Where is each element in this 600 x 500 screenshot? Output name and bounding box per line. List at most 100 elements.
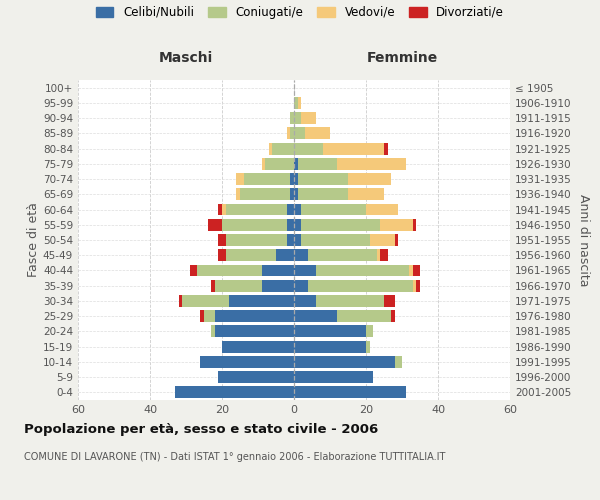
Bar	[294, 326, 366, 338]
Bar	[287, 219, 294, 230]
Bar	[409, 264, 413, 276]
Bar	[222, 204, 226, 216]
Bar	[301, 204, 366, 216]
Bar	[262, 158, 265, 170]
Bar	[294, 97, 298, 109]
Bar	[323, 142, 384, 154]
Bar	[416, 280, 420, 291]
Bar	[294, 142, 323, 154]
Legend: Celibi/Nubili, Coniugati/e, Vedovi/e, Divorziati/e: Celibi/Nubili, Coniugati/e, Vedovi/e, Di…	[96, 6, 504, 19]
Bar	[298, 173, 348, 185]
Bar	[384, 142, 388, 154]
Bar	[294, 219, 301, 230]
Bar	[244, 173, 290, 185]
Bar	[265, 158, 294, 170]
Bar	[218, 204, 222, 216]
Bar	[294, 280, 308, 291]
Bar	[218, 371, 294, 383]
Bar	[370, 234, 395, 246]
Text: Femmine: Femmine	[367, 51, 437, 65]
Text: COMUNE DI LAVARONE (TN) - Dati ISTAT 1° gennaio 2006 - Elaborazione TUTTITALIA.I: COMUNE DI LAVARONE (TN) - Dati ISTAT 1° …	[24, 452, 445, 462]
Bar	[384, 295, 395, 307]
Bar	[294, 386, 406, 398]
Bar	[298, 188, 348, 200]
Bar	[348, 188, 384, 200]
Bar	[269, 142, 272, 154]
Bar	[290, 173, 294, 185]
Bar	[190, 264, 197, 276]
Bar	[182, 295, 229, 307]
Bar	[294, 250, 308, 261]
Bar	[294, 340, 366, 352]
Y-axis label: Anni di nascita: Anni di nascita	[577, 194, 590, 286]
Bar	[294, 264, 316, 276]
Bar	[366, 326, 373, 338]
Bar	[391, 310, 395, 322]
Bar	[179, 295, 182, 307]
Bar	[308, 250, 377, 261]
Bar	[298, 97, 301, 109]
Bar	[226, 250, 276, 261]
Bar	[413, 280, 416, 291]
Bar	[366, 204, 398, 216]
Bar	[301, 219, 380, 230]
Bar	[215, 310, 294, 322]
Bar	[200, 356, 294, 368]
Bar	[226, 234, 287, 246]
Bar	[197, 264, 262, 276]
Bar	[294, 128, 305, 140]
Bar	[298, 158, 337, 170]
Bar	[290, 112, 294, 124]
Bar	[308, 280, 413, 291]
Bar	[294, 188, 298, 200]
Bar	[366, 340, 370, 352]
Bar	[287, 128, 290, 140]
Bar	[262, 264, 294, 276]
Bar	[294, 204, 301, 216]
Bar	[290, 188, 294, 200]
Bar	[301, 112, 316, 124]
Bar	[294, 371, 373, 383]
Text: Maschi: Maschi	[159, 51, 213, 65]
Bar	[236, 188, 240, 200]
Bar	[294, 310, 337, 322]
Bar	[211, 280, 215, 291]
Bar	[413, 219, 416, 230]
Bar	[337, 310, 391, 322]
Bar	[236, 173, 244, 185]
Bar	[348, 173, 391, 185]
Bar	[208, 219, 222, 230]
Bar	[215, 280, 262, 291]
Bar	[222, 219, 287, 230]
Bar	[294, 295, 316, 307]
Bar	[316, 264, 409, 276]
Bar	[218, 234, 226, 246]
Bar	[377, 250, 380, 261]
Bar	[305, 128, 330, 140]
Bar	[222, 340, 294, 352]
Bar	[287, 234, 294, 246]
Bar	[204, 310, 215, 322]
Bar	[276, 250, 294, 261]
Bar	[272, 142, 294, 154]
Y-axis label: Fasce di età: Fasce di età	[27, 202, 40, 278]
Bar	[218, 250, 226, 261]
Bar	[175, 386, 294, 398]
Bar	[294, 234, 301, 246]
Bar	[395, 234, 398, 246]
Bar	[240, 188, 290, 200]
Bar	[316, 295, 384, 307]
Bar	[380, 219, 413, 230]
Bar	[294, 112, 301, 124]
Text: Popolazione per età, sesso e stato civile - 2006: Popolazione per età, sesso e stato civil…	[24, 422, 378, 436]
Bar	[215, 326, 294, 338]
Bar	[211, 326, 215, 338]
Bar	[294, 356, 395, 368]
Bar	[226, 204, 287, 216]
Bar	[262, 280, 294, 291]
Bar	[200, 310, 204, 322]
Bar	[287, 204, 294, 216]
Bar	[395, 356, 402, 368]
Bar	[229, 295, 294, 307]
Bar	[413, 264, 420, 276]
